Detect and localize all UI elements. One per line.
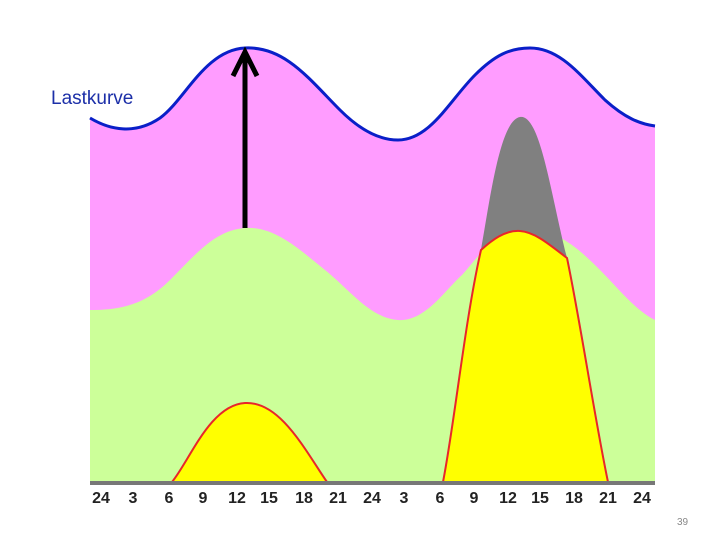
- x-tick-label: 24: [363, 490, 381, 507]
- x-tick-label: 12: [228, 490, 246, 507]
- load-curve-line: [89, 46, 656, 142]
- x-tick-label: 15: [531, 490, 549, 507]
- x-tick-label: 6: [436, 490, 445, 507]
- x-tick-label: 24: [92, 490, 110, 507]
- x-tick-label: 24: [633, 490, 651, 507]
- x-tick-label: 9: [470, 490, 479, 507]
- x-tick-label: 12: [499, 490, 517, 507]
- extra-peak-area: [481, 116, 567, 258]
- x-axis-tick-labels: 24 3 6 9 12 15 18 21 24 3 6 9 12 15 18 21 24: [92, 490, 651, 507]
- small-peak-area: [169, 401, 329, 483]
- x-tick-label: 15: [260, 490, 278, 507]
- page-number: 39: [677, 517, 689, 528]
- x-tick-label: 3: [129, 490, 138, 507]
- x-tick-label: 21: [329, 490, 347, 507]
- x-tick-label: 21: [599, 490, 617, 507]
- arrow-head: [230, 46, 260, 78]
- large-peak-area: [441, 229, 610, 483]
- x-tick-label: 18: [295, 490, 313, 507]
- x-tick-label: 18: [565, 490, 583, 507]
- load-curve-label: Lastkurve: [48, 88, 137, 110]
- x-tick-label: 3: [400, 490, 409, 507]
- x-tick-label: 6: [165, 490, 174, 507]
- x-tick-label: 9: [199, 490, 208, 507]
